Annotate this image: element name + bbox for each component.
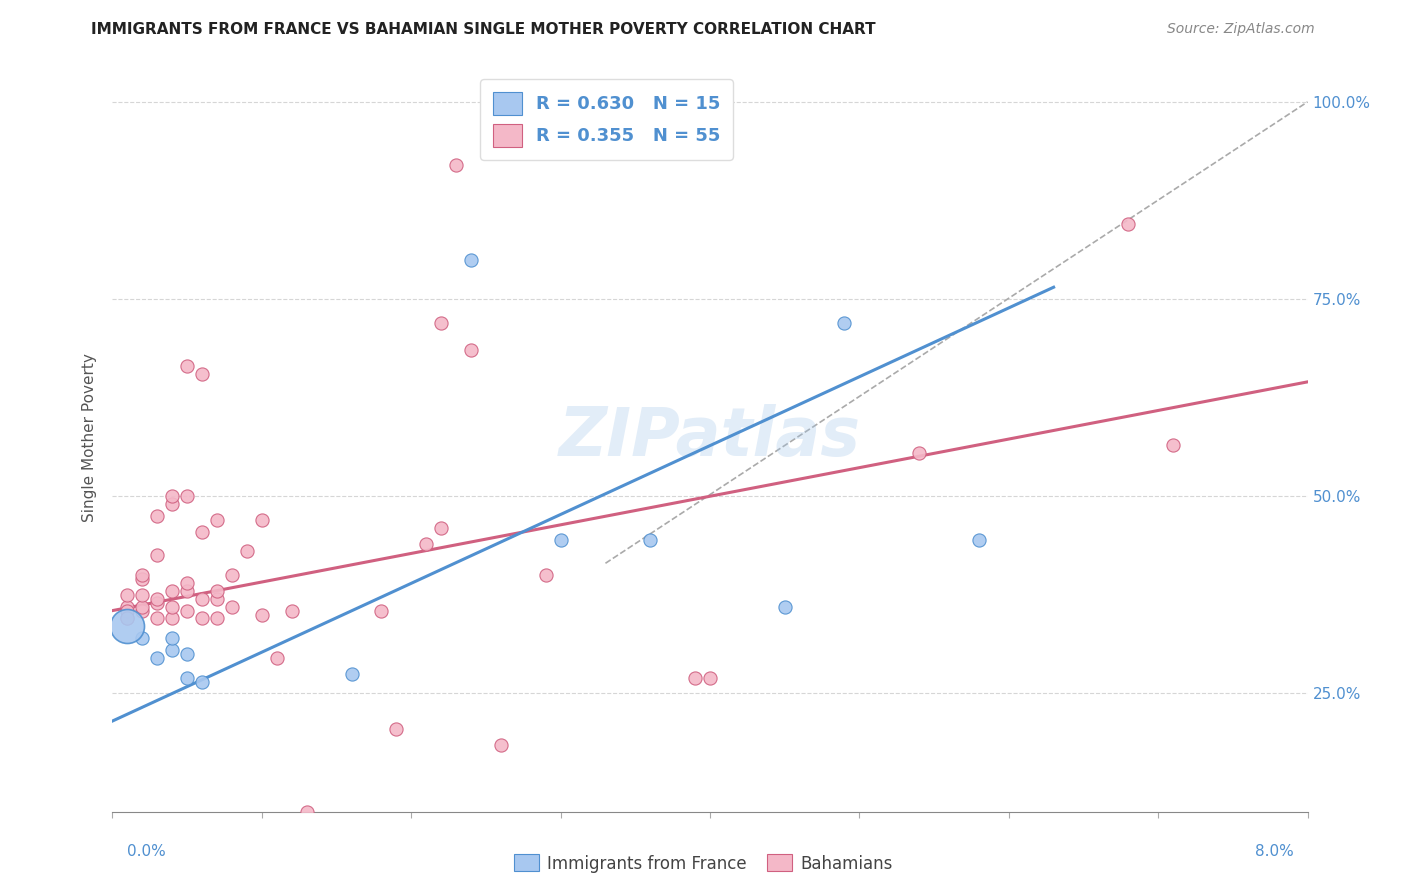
Point bbox=[340, 666, 363, 681]
Point bbox=[205, 591, 228, 606]
Legend: R = 0.630   N = 15, R = 0.355   N = 55: R = 0.630 N = 15, R = 0.355 N = 55 bbox=[479, 79, 733, 160]
Point bbox=[1161, 438, 1184, 452]
Point bbox=[131, 568, 153, 582]
Point bbox=[176, 647, 198, 661]
Point bbox=[146, 611, 169, 625]
Point bbox=[534, 568, 557, 582]
Point bbox=[460, 343, 482, 358]
Point bbox=[415, 536, 437, 550]
Point bbox=[162, 631, 183, 645]
Point bbox=[191, 674, 214, 689]
Point bbox=[176, 489, 198, 503]
Point bbox=[967, 533, 990, 547]
Point bbox=[117, 604, 139, 618]
Text: IMMIGRANTS FROM FRANCE VS BAHAMIAN SINGLE MOTHER POVERTY CORRELATION CHART: IMMIGRANTS FROM FRANCE VS BAHAMIAN SINGL… bbox=[91, 22, 876, 37]
Point bbox=[683, 671, 706, 685]
Point bbox=[191, 591, 214, 606]
Point bbox=[370, 604, 392, 618]
Point bbox=[117, 599, 139, 614]
Point bbox=[176, 576, 198, 591]
Point bbox=[460, 252, 482, 267]
Point bbox=[162, 489, 183, 503]
Point bbox=[205, 513, 228, 527]
Point bbox=[250, 513, 273, 527]
Point bbox=[834, 316, 856, 330]
Point bbox=[191, 611, 214, 625]
Point bbox=[162, 599, 183, 614]
Point bbox=[205, 583, 228, 598]
Y-axis label: Single Mother Poverty: Single Mother Poverty bbox=[82, 352, 97, 522]
Point bbox=[266, 651, 288, 665]
Point bbox=[131, 599, 153, 614]
Point bbox=[191, 524, 214, 539]
Point bbox=[131, 588, 153, 602]
Point bbox=[550, 533, 572, 547]
Point bbox=[176, 604, 198, 618]
Point bbox=[131, 604, 153, 618]
Text: ZIPatlas: ZIPatlas bbox=[560, 404, 860, 470]
Point bbox=[640, 533, 662, 547]
Point bbox=[117, 588, 139, 602]
Point bbox=[236, 544, 259, 558]
Point bbox=[146, 549, 169, 563]
Point bbox=[162, 611, 183, 625]
Point bbox=[191, 367, 214, 381]
Point bbox=[131, 572, 153, 586]
Point bbox=[146, 508, 169, 523]
Text: Source: ZipAtlas.com: Source: ZipAtlas.com bbox=[1167, 22, 1315, 37]
Legend: Immigrants from France, Bahamians: Immigrants from France, Bahamians bbox=[508, 847, 898, 880]
Point bbox=[221, 568, 243, 582]
Point bbox=[117, 619, 139, 633]
Point bbox=[385, 722, 408, 736]
Point bbox=[773, 599, 796, 614]
Point bbox=[131, 631, 153, 645]
Point bbox=[176, 671, 198, 685]
Point bbox=[250, 607, 273, 622]
Point bbox=[281, 604, 304, 618]
Point bbox=[162, 497, 183, 511]
Point bbox=[117, 611, 139, 625]
Point bbox=[295, 805, 318, 819]
Point bbox=[908, 446, 931, 460]
Point bbox=[146, 651, 169, 665]
Text: 0.0%: 0.0% bbox=[127, 845, 166, 859]
Point bbox=[176, 583, 198, 598]
Point bbox=[430, 316, 453, 330]
Point bbox=[146, 596, 169, 610]
Point bbox=[489, 738, 512, 752]
Point bbox=[1118, 217, 1140, 231]
Point bbox=[221, 599, 243, 614]
Point bbox=[162, 643, 183, 657]
Text: 8.0%: 8.0% bbox=[1254, 845, 1294, 859]
Point bbox=[162, 583, 183, 598]
Point bbox=[430, 521, 453, 535]
Point bbox=[176, 359, 198, 373]
Point bbox=[117, 611, 139, 625]
Point bbox=[699, 671, 721, 685]
Point bbox=[205, 611, 228, 625]
Point bbox=[146, 591, 169, 606]
Point bbox=[444, 158, 467, 172]
